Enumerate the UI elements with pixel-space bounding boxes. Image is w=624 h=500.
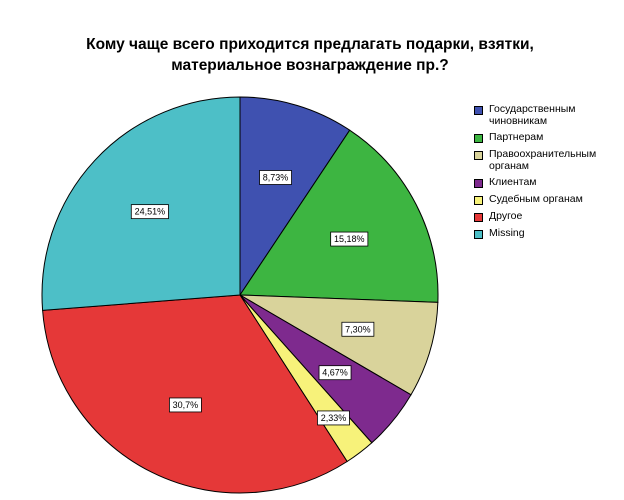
legend-label: Другое (489, 210, 523, 222)
legend-item-1: Партнерам (474, 131, 624, 143)
slice-label-3: 4,67% (318, 365, 352, 381)
legend-swatch (474, 213, 483, 222)
svg-text:24,51%: 24,51% (135, 207, 166, 217)
legend-label: чиновникам (489, 115, 548, 127)
legend-swatch (474, 179, 483, 188)
legend-item-5: Другое (474, 210, 624, 222)
chart-title-line-1: Кому чаще всего приходится предлагать по… (86, 36, 534, 53)
pie-slice-1 (239, 129, 439, 303)
legend-item-4: Судебным органам (474, 193, 624, 205)
legend-swatch (474, 151, 483, 160)
legend-swatch (474, 134, 483, 143)
svg-text:8,73%: 8,73% (263, 172, 289, 182)
svg-text:30,7%: 30,7% (173, 400, 199, 410)
legend-label: Missing (489, 227, 525, 239)
slice-label-1: 15,18% (330, 231, 369, 247)
legend-label: органам (489, 160, 529, 172)
chart-title-line-2: материальное вознаграждение пр.? (171, 57, 449, 74)
chart-title: Кому чаще всего приходится предлагать по… (60, 34, 560, 76)
slice-label-5: 30,7% (169, 397, 202, 413)
pie-slice-6 (41, 96, 241, 311)
legend-label: Правоохранительным (489, 148, 597, 160)
slice-label-2: 7,30% (341, 321, 375, 337)
legend-swatch (474, 106, 483, 115)
legend-item-2: Правоохранительным органам (474, 148, 624, 172)
legend-item-6: Missing (474, 227, 624, 239)
svg-text:7,30%: 7,30% (345, 324, 371, 334)
pie-slice-0 (239, 96, 351, 297)
slice-label-4: 2,33% (317, 410, 350, 426)
legend-item-0: Государственным чиновникам (474, 103, 624, 127)
svg-text:2,33%: 2,33% (321, 413, 347, 423)
legend-label: Судебным органам (489, 193, 583, 205)
svg-text:15,18%: 15,18% (334, 234, 365, 244)
slice-label-6: 24,51% (130, 204, 169, 220)
legend-swatch (474, 196, 483, 205)
svg-text:4,67%: 4,67% (322, 368, 348, 378)
legend-swatch (474, 230, 483, 239)
legend-label: Клиентам (489, 176, 537, 188)
pie-slice-5 (42, 294, 348, 494)
legend-label: Государственным (489, 103, 576, 115)
legend: Государственным чиновникам Партнерам Правоо… (474, 103, 624, 244)
slice-label-0: 8,73% (259, 170, 292, 185)
legend-label: Партнерам (489, 131, 544, 143)
pie-slice-2 (239, 294, 439, 396)
legend-item-3: Клиентам (474, 176, 624, 188)
